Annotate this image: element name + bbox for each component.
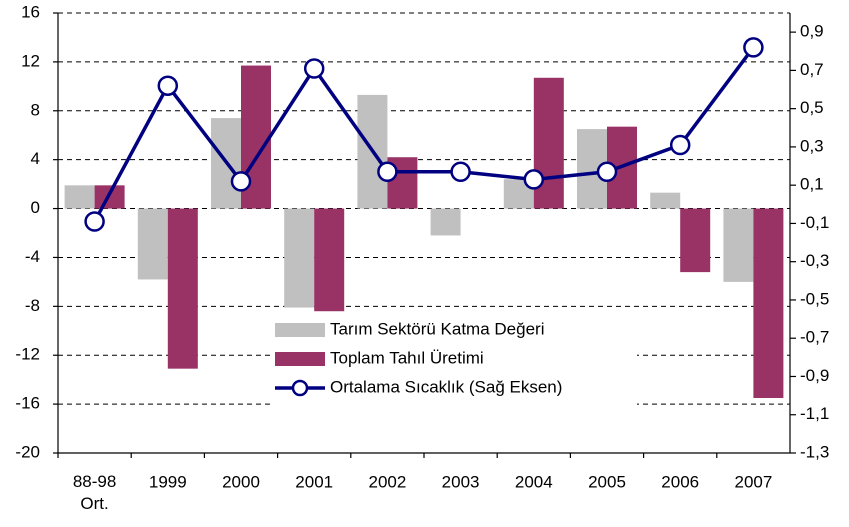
bar <box>680 208 711 273</box>
y2-tick-label: -0,9 <box>800 366 829 385</box>
legend-label: Ortalama Sıcaklık (Sağ Eksen) <box>330 377 562 396</box>
line-marker <box>157 75 179 96</box>
x-tick-label: 2002 <box>368 472 406 491</box>
x-tick-label: 88-98 Ort. <box>73 472 116 513</box>
line-marker <box>230 171 252 192</box>
y-tick-label: -4 <box>25 247 40 266</box>
x-tick-label: 2003 <box>442 472 480 491</box>
bar <box>137 208 168 280</box>
x-tick-label: 2005 <box>588 472 626 491</box>
legend-swatch <box>275 352 325 366</box>
line <box>93 46 755 223</box>
legend-label: Tarım Sektörü Katma Değeri <box>330 319 544 338</box>
bar <box>723 208 754 282</box>
y-tick-label: 4 <box>31 149 40 168</box>
y-tick-label: -20 <box>15 442 40 461</box>
x-tick-label: 2006 <box>661 472 699 491</box>
legend-label: Toplam Tahıl Üretimi <box>330 348 484 367</box>
y-tick-label: -12 <box>15 345 40 364</box>
y2-tick-label: 0,7 <box>800 60 824 79</box>
line-marker <box>669 134 691 156</box>
bar <box>753 208 784 398</box>
bar <box>430 208 461 236</box>
line-marker <box>523 169 545 190</box>
bar <box>167 208 198 369</box>
y2-tick-label: 0,1 <box>800 175 824 194</box>
legend-swatch <box>275 323 325 337</box>
line-marker <box>303 58 325 79</box>
y2-tick-label: -0,1 <box>800 213 829 232</box>
x-tick-label: 2000 <box>222 472 260 491</box>
y2-tick-label: 0,3 <box>800 136 824 155</box>
y-tick-label: 0 <box>31 198 40 217</box>
x-tick-label: 2001 <box>295 472 333 491</box>
y-tick-label: 12 <box>21 51 40 70</box>
legend-box <box>272 315 637 407</box>
bar <box>533 77 564 209</box>
line-marker <box>84 211 105 232</box>
bar <box>314 208 345 312</box>
y2-tick-label: -1,3 <box>800 442 829 461</box>
y2-tick-label: -0,3 <box>800 251 829 270</box>
bar <box>64 185 95 209</box>
y-tick-label: -16 <box>15 394 40 413</box>
y2-tick-label: 0,9 <box>800 22 824 41</box>
bar <box>650 192 681 209</box>
y-tick-label: 8 <box>31 100 40 119</box>
y2-tick-label: -1,1 <box>800 404 829 423</box>
line-marker <box>743 37 764 58</box>
x-tick-label: 2007 <box>734 472 772 491</box>
y-tick-label: -8 <box>25 296 40 315</box>
line-marker <box>450 161 471 183</box>
legend-marker <box>291 379 309 397</box>
line-marker <box>596 161 618 183</box>
line-marker <box>377 161 398 183</box>
y2-tick-label: -0,5 <box>800 289 829 308</box>
x-tick-label: 1999 <box>149 472 187 491</box>
y-tick-label: 16 <box>21 2 40 21</box>
bar <box>284 208 315 308</box>
y2-tick-label: -0,7 <box>800 328 829 347</box>
y2-tick-label: 0,5 <box>800 98 824 117</box>
x-tick-label: 2004 <box>515 472 553 491</box>
